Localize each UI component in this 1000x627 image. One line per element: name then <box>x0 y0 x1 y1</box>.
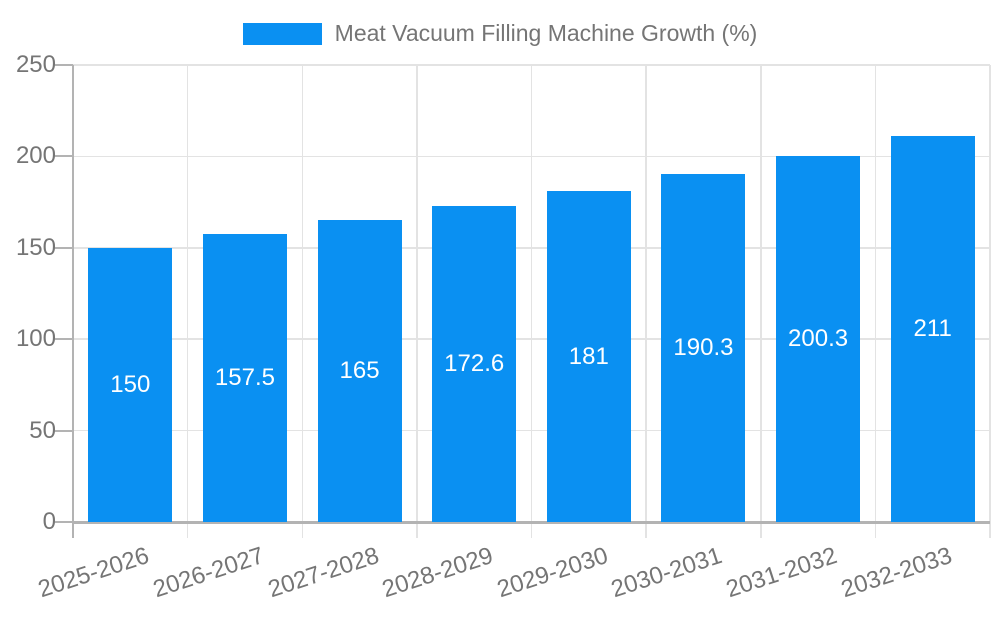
bar <box>546 191 631 522</box>
y-tick-label: 50 <box>29 416 56 444</box>
bar-value-label: 172.6 <box>444 350 505 378</box>
y-tick <box>55 521 73 523</box>
plot-area: 150 157.5 165 172.6 181 190.3 200.3 211 0 50 100 15… <box>15 51 991 603</box>
y-tick <box>55 338 73 341</box>
gridline-v <box>530 65 533 538</box>
y-tick <box>55 64 73 66</box>
bar <box>890 136 975 522</box>
bar-value-label: 200.3 <box>788 324 849 352</box>
gridline-v <box>760 65 762 538</box>
bar <box>88 247 173 522</box>
y-tick <box>55 246 73 249</box>
gridline-v <box>874 65 877 538</box>
bar <box>202 234 287 522</box>
bar-value-label: 211 <box>913 315 952 343</box>
bar-value-label: 181 <box>568 342 609 370</box>
y-tick-label: 150 <box>15 233 56 261</box>
legend[interactable]: Meat Vacuum Filling Machine Growth (%) <box>0 20 1000 47</box>
y-axis-line <box>71 65 74 538</box>
gridline-v <box>416 65 418 538</box>
y-tick-label: 200 <box>15 142 56 170</box>
bar <box>776 155 861 522</box>
gridline-v <box>645 65 647 538</box>
y-tick-label: 100 <box>15 325 56 353</box>
gridline-v <box>989 65 991 538</box>
x-axis-line <box>73 521 990 524</box>
bar <box>317 220 402 522</box>
bar-value-label: 157.5 <box>214 364 275 392</box>
legend-swatch <box>242 22 322 45</box>
bar <box>432 206 517 522</box>
gridline-v <box>186 65 189 538</box>
legend-label: Meat Vacuum Filling Machine Growth (%) <box>334 20 758 46</box>
bar-value-label: 150 <box>110 370 151 398</box>
bar-value-label: 165 <box>339 357 380 385</box>
bar-value-label: 190.3 <box>673 334 734 362</box>
bar-chart: Meat Vacuum Filling Machine Growth (%) 1… <box>0 20 1000 604</box>
y-tick-label: 0 <box>42 508 56 535</box>
gridline-v <box>301 65 303 538</box>
y-tick <box>55 429 73 432</box>
y-tick-label: 250 <box>15 51 56 78</box>
y-tick <box>55 155 73 158</box>
bar <box>661 174 746 522</box>
